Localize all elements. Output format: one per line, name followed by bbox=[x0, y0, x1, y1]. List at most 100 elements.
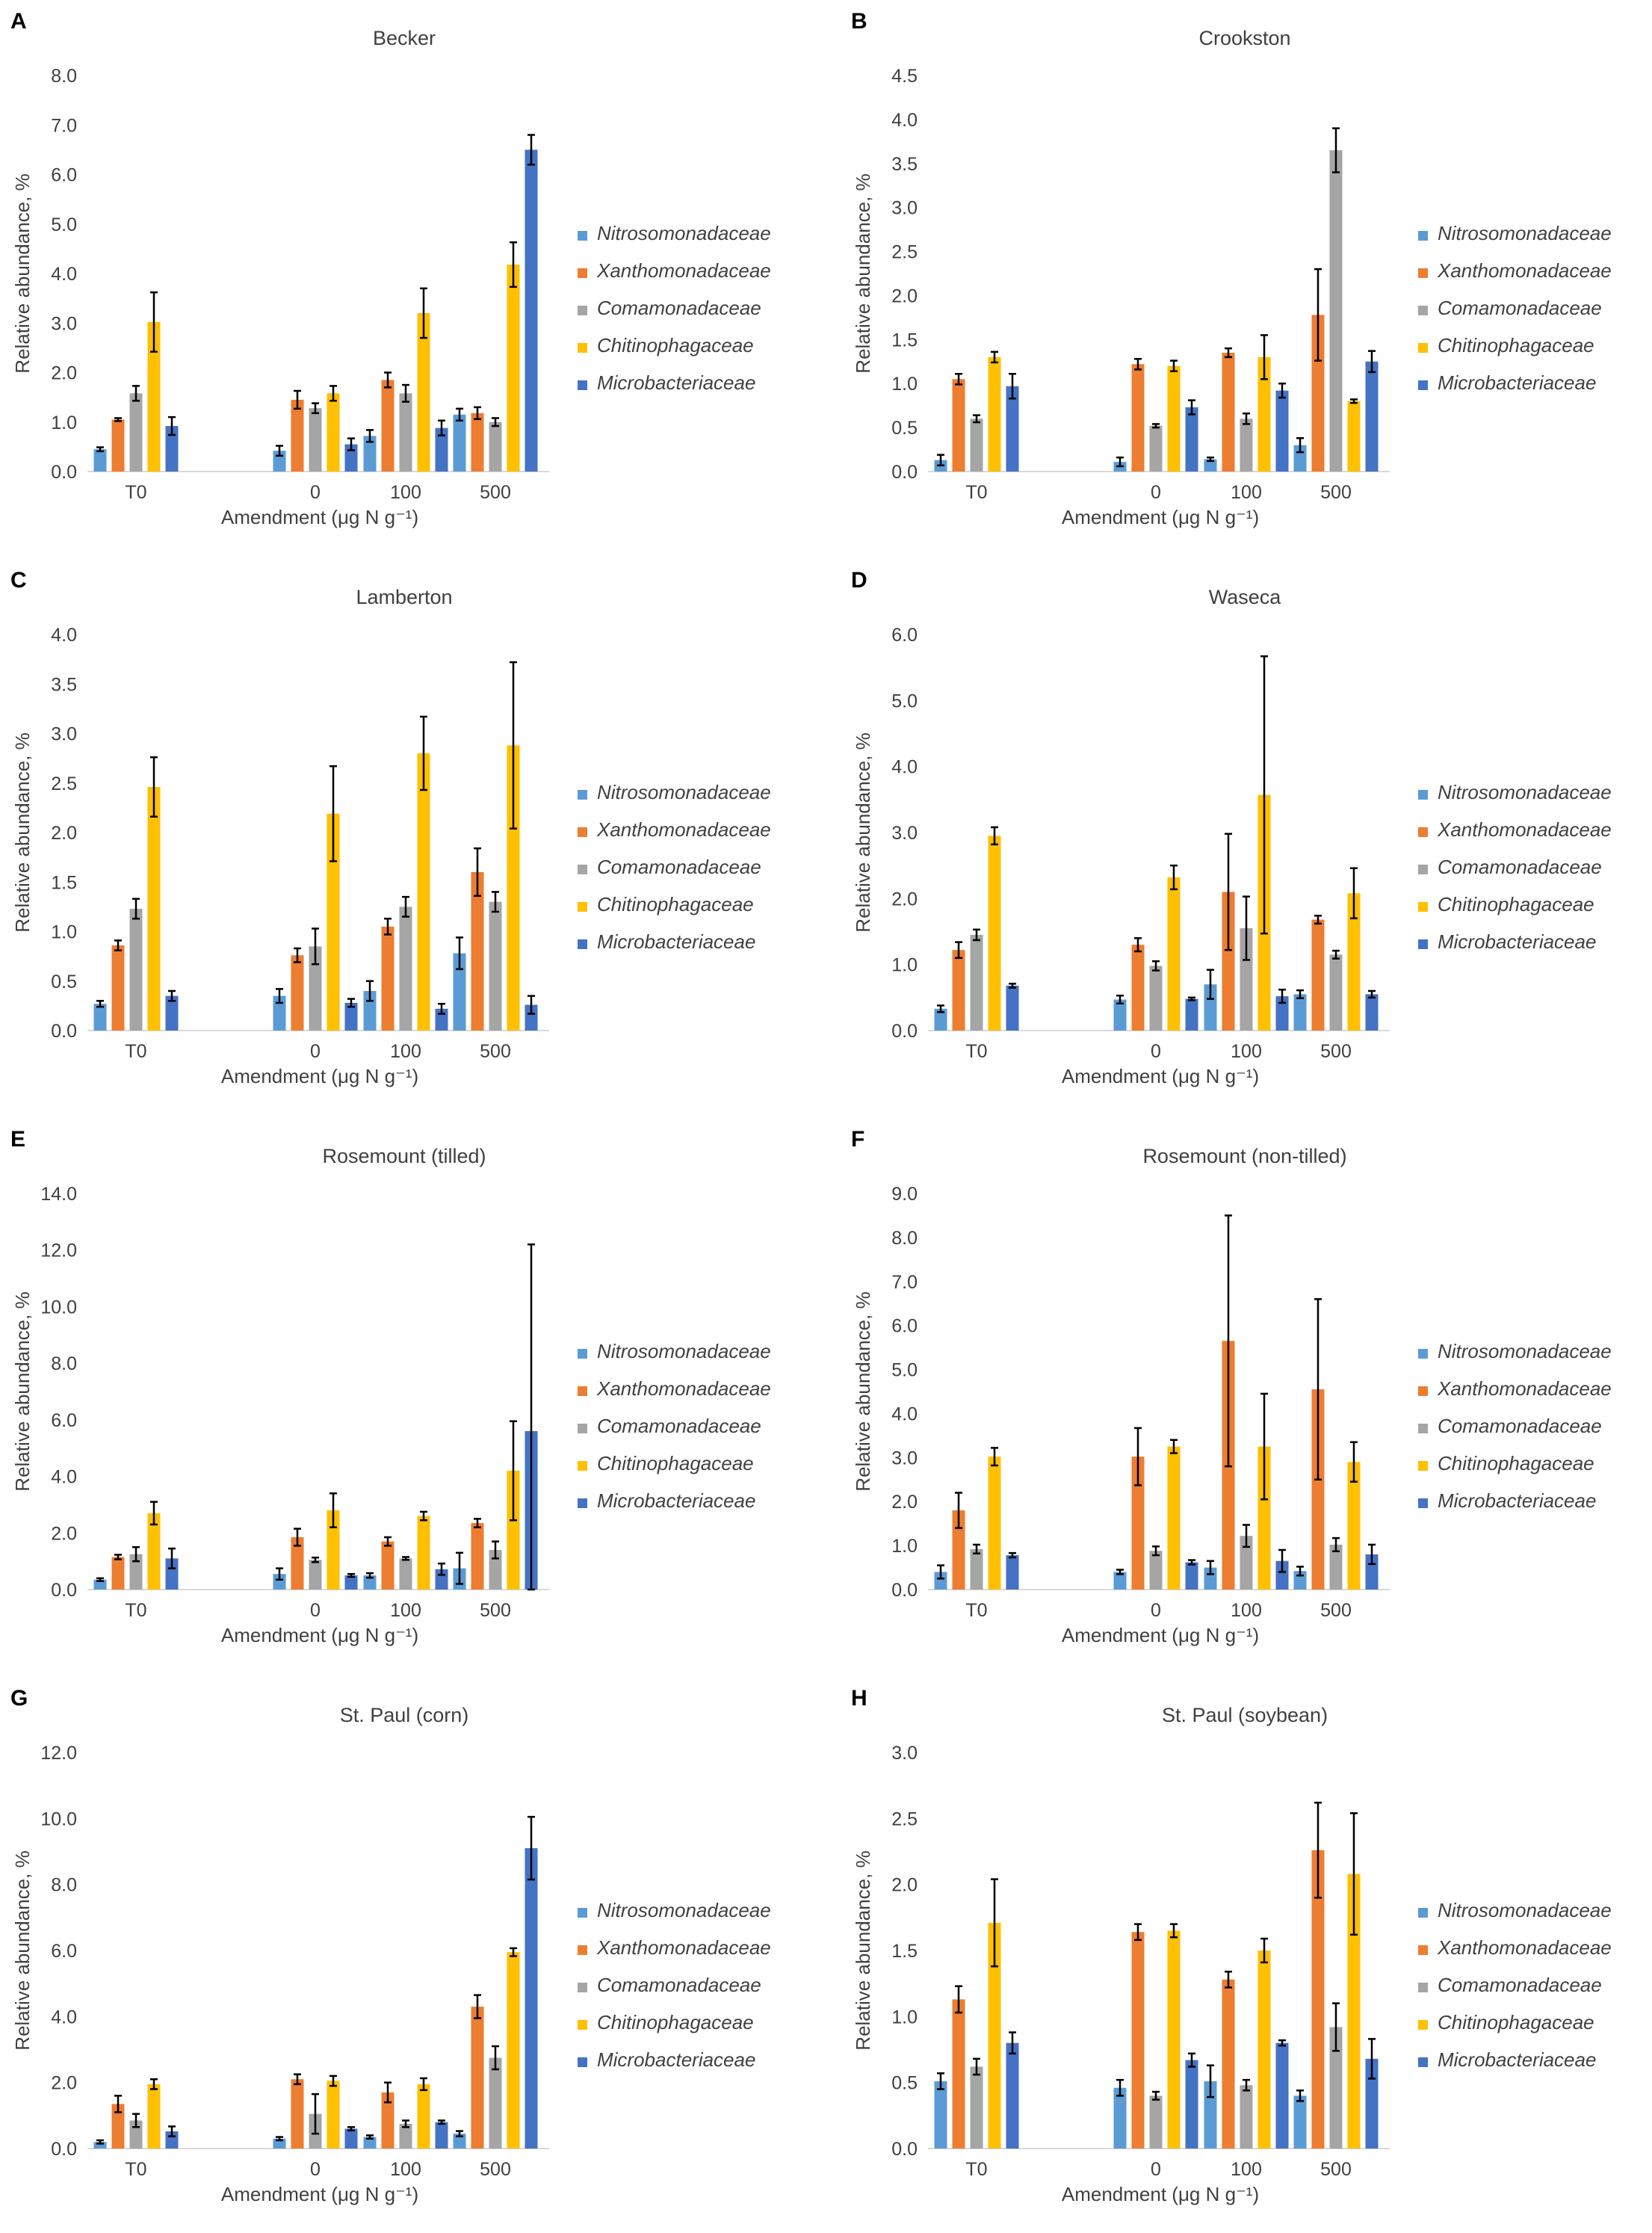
error-bar bbox=[1009, 373, 1016, 400]
bar-chitinophagaceae-0 bbox=[1167, 877, 1181, 1031]
chart-title: Crookston bbox=[1198, 27, 1290, 49]
legend-swatch bbox=[1418, 1461, 1428, 1471]
x-tick-label: 500 bbox=[480, 1041, 511, 1062]
error-bar bbox=[1314, 268, 1322, 362]
y-tick-label: 0.0 bbox=[891, 2139, 918, 2160]
bar-xanthomonadaceae-100 bbox=[1222, 353, 1235, 472]
bar-comamonadaceae-0 bbox=[1149, 2095, 1163, 2149]
bar-comamonadaceae-0 bbox=[309, 408, 322, 472]
error-bar bbox=[1152, 1545, 1160, 1557]
bar-microbacteriaceae-500 bbox=[1365, 994, 1379, 1031]
bar-microbacteriaceae-500 bbox=[525, 1848, 538, 2149]
error-bar bbox=[1207, 969, 1214, 1000]
error-bar bbox=[991, 1878, 998, 1968]
bar-chitinophagaceae-t0 bbox=[147, 2084, 161, 2149]
x-tick-label: 0 bbox=[1151, 482, 1161, 503]
bar-microbacteriaceae-0 bbox=[1185, 2060, 1198, 2149]
y-tick-label: 0.5 bbox=[891, 2073, 918, 2094]
panel-letter: E bbox=[10, 1127, 25, 1152]
legend-swatch bbox=[1418, 1349, 1428, 1359]
error-bar bbox=[1116, 1569, 1124, 1575]
y-tick-label: 12.0 bbox=[40, 1241, 77, 1261]
chart-title: Lamberton bbox=[356, 586, 452, 608]
legend-swatch bbox=[1418, 902, 1428, 912]
error-bar bbox=[150, 1501, 158, 1526]
bar-chitinophagaceae-t0 bbox=[988, 836, 1001, 1031]
legend-swatch bbox=[578, 306, 587, 315]
bar-comamonadaceae-100 bbox=[399, 393, 412, 472]
error-bar bbox=[1225, 1971, 1232, 1989]
bar-comamonadaceae-t0 bbox=[970, 1548, 983, 1590]
legend-swatch bbox=[578, 827, 587, 837]
bar-comamonadaceae-500 bbox=[1329, 1544, 1343, 1590]
chart-panel-e: E Rosemount (tilled) 0.0 2.0 4.0 6.0 8.0 10.0 12… bbox=[10, 1127, 771, 1646]
chart-panel-c: C Lamberton 0.0 0.5 1.0 1.5 2.0 2.5 3.0 3.5 4.0 Rel… bbox=[10, 568, 771, 1087]
error-bar bbox=[1368, 2038, 1376, 2080]
error-bar bbox=[492, 1540, 499, 1560]
error-bar bbox=[366, 1572, 374, 1579]
y-tick-label: 1.5 bbox=[891, 1941, 918, 1962]
y-tick-label: 6.0 bbox=[51, 165, 77, 186]
error-bar bbox=[168, 2125, 176, 2137]
bar-xanthomonadaceae-500 bbox=[471, 413, 484, 472]
y-tick-label: 7.0 bbox=[891, 1272, 918, 1293]
bar-microbacteriaceae-t0 bbox=[1006, 985, 1019, 1031]
legend-label: Chitinophagaceae bbox=[1438, 2011, 1594, 2033]
legend-swatch bbox=[578, 1498, 587, 1508]
y-tick-label: 3.5 bbox=[891, 154, 918, 175]
error-bar bbox=[330, 765, 337, 862]
x-tick-label: 500 bbox=[1320, 1041, 1352, 1062]
chart-panel-g: G St. Paul (corn) 0.0 2.0 4.0 6.0 8.0 10.0 12.0 R… bbox=[10, 1686, 771, 2205]
legend-label: Chitinophagaceae bbox=[597, 2011, 754, 2033]
bar-xanthomonadaceae-500 bbox=[1311, 315, 1325, 472]
error-bar bbox=[366, 980, 374, 1002]
bar-comamonadaceae-t0 bbox=[970, 934, 983, 1031]
error-bar bbox=[937, 454, 944, 467]
y-tick-label: 14.0 bbox=[40, 1184, 77, 1205]
y-tick-label: 2.0 bbox=[891, 1875, 918, 1896]
error-bar bbox=[1225, 833, 1232, 951]
legend-label: Comamonadaceae bbox=[597, 297, 761, 319]
panel-letter: D bbox=[851, 568, 867, 593]
bar-chitinophagaceae-t0 bbox=[147, 321, 161, 472]
error-bar bbox=[1332, 127, 1340, 173]
bar-nitrosomonadaceae-500 bbox=[1293, 2095, 1307, 2149]
bar-chitinophagaceae-0 bbox=[327, 813, 340, 1031]
error-bar bbox=[132, 2113, 140, 2128]
error-bar bbox=[1260, 655, 1268, 935]
error-bar bbox=[937, 1004, 944, 1013]
bar-comamonadaceae-500 bbox=[489, 421, 502, 472]
bar-xanthomonadaceae-500 bbox=[1311, 1850, 1325, 2149]
error-bar bbox=[973, 928, 980, 942]
bar-nitrosomonadaceae-0 bbox=[1113, 999, 1127, 1031]
error-bar bbox=[456, 407, 463, 422]
error-bar bbox=[438, 419, 445, 436]
bar-chitinophagaceae-500 bbox=[1347, 893, 1361, 1031]
error-bar bbox=[474, 406, 481, 421]
legend-swatch bbox=[1418, 827, 1428, 837]
x-axis-label: Amendment (μg N g⁻¹) bbox=[1062, 1065, 1259, 1087]
legend-label: Xanthomonadaceae bbox=[596, 1377, 771, 1400]
bar-microbacteriaceae-100 bbox=[1275, 390, 1289, 472]
legend-label: Nitrosomonadaceae bbox=[597, 781, 771, 803]
error-bar bbox=[366, 2134, 374, 2140]
error-bar bbox=[330, 1492, 337, 1528]
legend-label: Nitrosomonadaceae bbox=[1438, 781, 1612, 803]
legend-swatch bbox=[578, 268, 587, 278]
legend-swatch bbox=[578, 343, 587, 353]
error-bar bbox=[1260, 1392, 1268, 1501]
error-bar bbox=[1134, 357, 1142, 371]
bar-comamonadaceae-500 bbox=[489, 2057, 502, 2149]
legend-label: Nitrosomonadaceae bbox=[597, 1340, 771, 1362]
error-bar bbox=[438, 1002, 445, 1015]
bar-chitinophagaceae-100 bbox=[1257, 1446, 1271, 1590]
legend-swatch bbox=[1418, 1945, 1428, 1955]
legend-swatch bbox=[1418, 1424, 1428, 1433]
error-bar bbox=[1170, 864, 1178, 891]
error-bar bbox=[1170, 1439, 1178, 1454]
error-bar bbox=[96, 1577, 104, 1582]
x-axis-label: Amendment (μg N g⁻¹) bbox=[221, 1624, 418, 1646]
y-tick-label: 1.0 bbox=[891, 955, 918, 976]
error-bar bbox=[384, 2081, 392, 2104]
bar-chitinophagaceae-t0 bbox=[147, 787, 161, 1031]
